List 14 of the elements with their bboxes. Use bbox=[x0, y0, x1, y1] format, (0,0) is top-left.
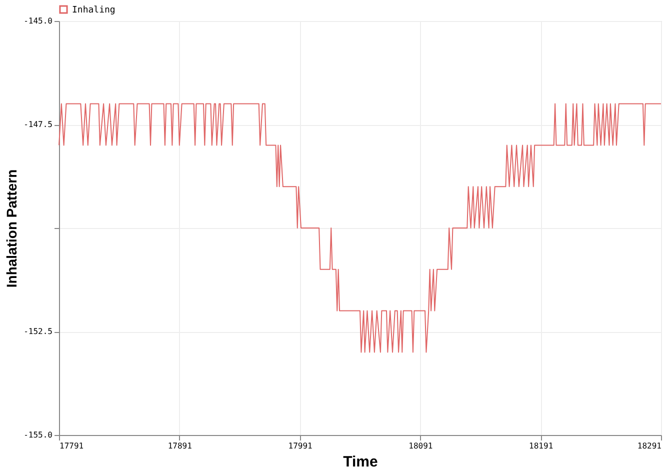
x-tick-label: 18291 bbox=[637, 442, 662, 450]
y-tick-label: -147.5 bbox=[24, 120, 53, 129]
y-axis-title: Inhalation Pattern bbox=[4, 169, 20, 288]
x-tick-label: 18191 bbox=[529, 442, 554, 450]
x-tick-label: 17791 bbox=[60, 442, 84, 450]
x-tick-label: 17991 bbox=[288, 442, 313, 450]
y-tick-label: -152.5 bbox=[24, 327, 53, 336]
legend-label: Inhaling bbox=[72, 6, 116, 16]
x-tick-label: 18091 bbox=[408, 442, 433, 450]
x-axis-title: Time bbox=[343, 454, 378, 470]
x-tick-label: 17891 bbox=[168, 442, 192, 450]
line-series bbox=[58, 103, 662, 353]
y-tick-label: -155.0 bbox=[24, 430, 53, 440]
y-tick-label: -145.0 bbox=[24, 16, 53, 26]
